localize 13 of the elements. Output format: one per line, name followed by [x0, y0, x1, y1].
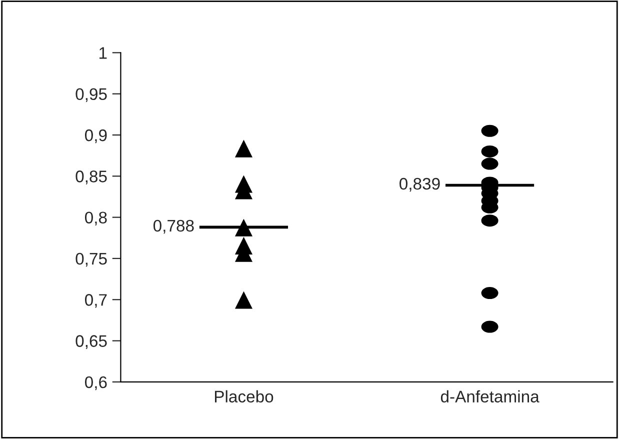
- y-tick-label: 0,7: [84, 294, 107, 308]
- y-tick-label: 0,85: [76, 170, 107, 184]
- y-tick-label: 1: [100, 47, 107, 59]
- y-tick-label: 0,95: [76, 88, 107, 102]
- ref-line-label: 0,839: [400, 178, 440, 192]
- y-tick-label: 0,75: [76, 252, 107, 267]
- ref-line-label: 0,788: [153, 220, 194, 234]
- y-tick-label: 0,65: [76, 335, 107, 349]
- y-tick-label: 0,8: [84, 212, 107, 226]
- y-tick-label: 0,9: [84, 129, 107, 144]
- y-tick-label: 0,6: [84, 376, 107, 390]
- x-tick-label: Placebo: [214, 390, 274, 403]
- x-tick-label: d-Anfetamina: [440, 390, 540, 403]
